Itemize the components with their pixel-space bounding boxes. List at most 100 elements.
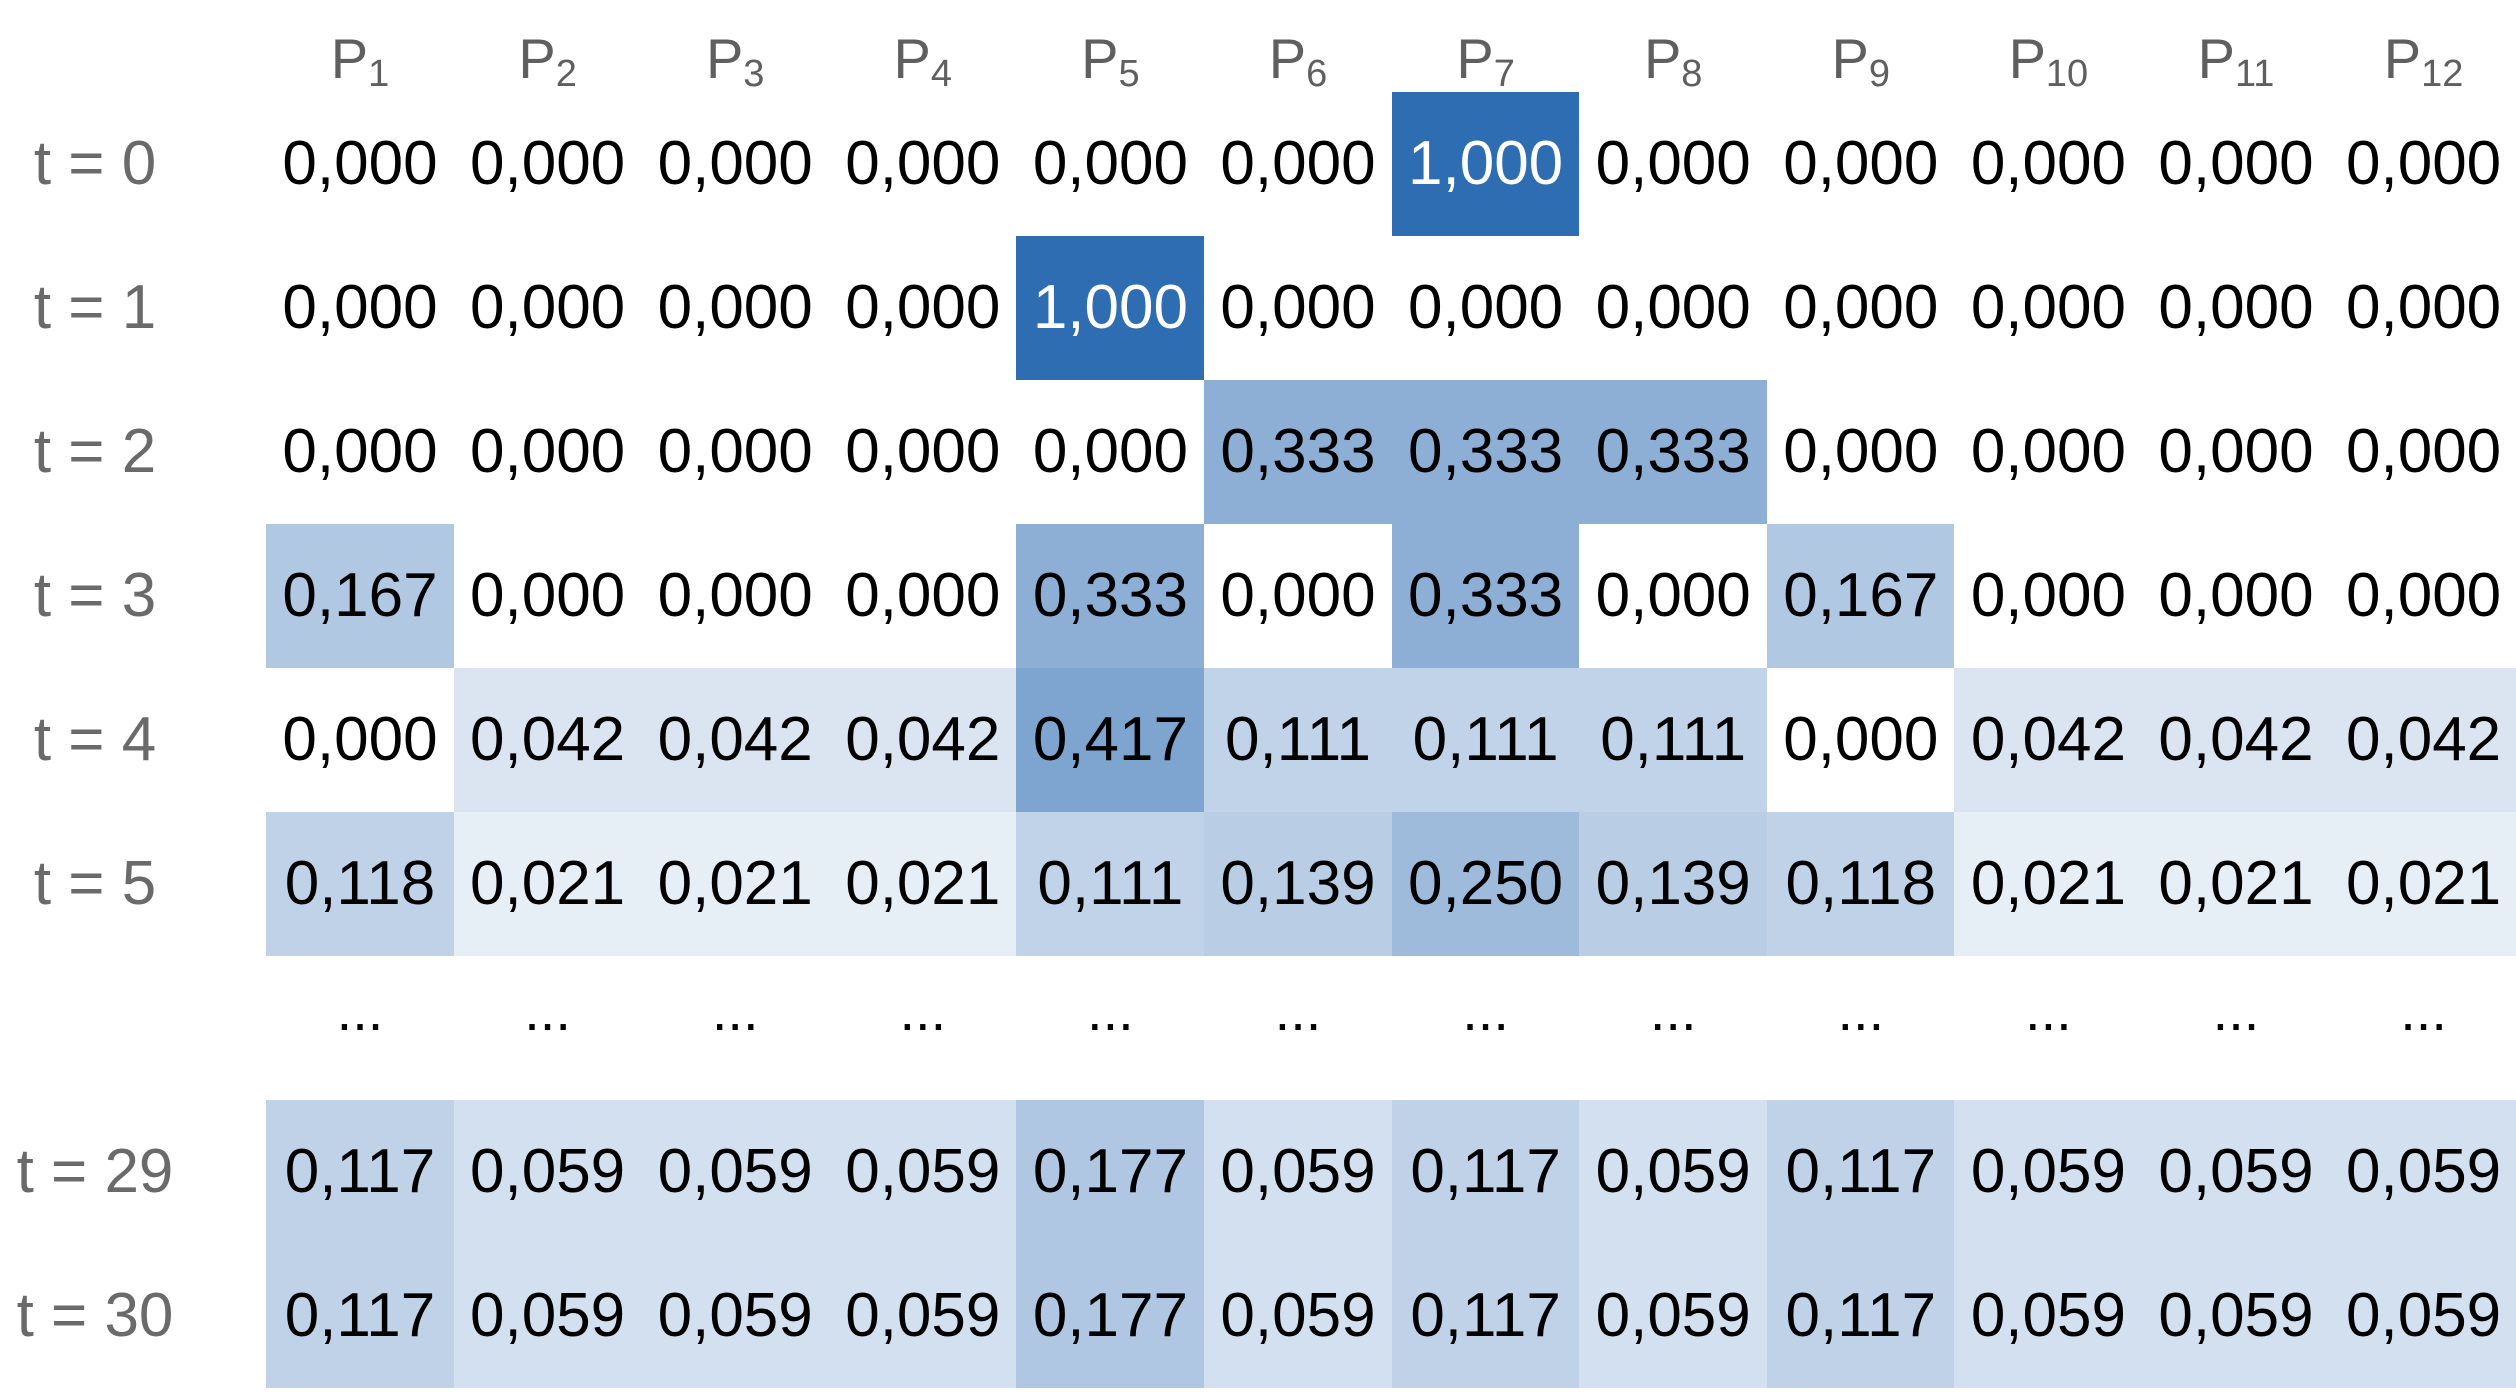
- column-header-p7: P7: [1456, 27, 1515, 95]
- heatmap-cell: 0,021: [2329, 812, 2516, 956]
- heatmap-cell: 0,000: [828, 380, 1017, 524]
- heatmap-cell: 0,059: [828, 1100, 1017, 1244]
- heatmap-cell: 0,059: [641, 1244, 830, 1388]
- heatmap-cell: 0,111: [1204, 668, 1392, 812]
- heatmap-cell: 0,000: [453, 236, 642, 380]
- heatmap-cell: 0,177: [1016, 1100, 1205, 1244]
- heatmap-cell: 0,117: [266, 1244, 454, 1388]
- column-header-p2: P2: [518, 27, 577, 95]
- column-header-p4: P4: [893, 27, 953, 95]
- heatmap-cell: 0,333: [1204, 380, 1392, 524]
- ellipsis-mark: ...: [1087, 979, 1134, 1042]
- heatmap-cell: 0,333: [1391, 524, 1580, 668]
- heatmap-cell: 0,000: [1016, 380, 1205, 524]
- heatmap-cell: 0,000: [1954, 236, 2143, 380]
- column-header-p8: P8: [1643, 27, 1703, 95]
- heatmap-cell: 0,021: [641, 812, 830, 956]
- heatmap-cell: 0,000: [266, 236, 454, 380]
- ellipsis-mark: ...: [1837, 979, 1885, 1042]
- column-header-p10: P10: [2008, 27, 2089, 95]
- heatmap-cell: 0,000: [1391, 236, 1580, 380]
- heatmap-cell: 0,042: [828, 668, 1017, 812]
- heatmap-cell: 0,059: [453, 1100, 642, 1244]
- row-label: t = 4: [33, 705, 157, 774]
- heatmap-cell: 1,000: [1016, 236, 1205, 380]
- heatmap-cell: 0,000: [641, 92, 830, 236]
- heatmap-cell: 0,000: [1954, 92, 2143, 236]
- heatmap-cell: 0,042: [2329, 668, 2516, 812]
- heatmap-cell: 0,333: [1016, 524, 1205, 668]
- heatmap-cell: 0,059: [828, 1244, 1017, 1388]
- heatmap-cell: 0,000: [2142, 524, 2330, 668]
- heatmap-cell: 0,000: [828, 92, 1017, 236]
- heatmap-cell: 0,111: [1579, 668, 1768, 812]
- column-header-p5: P5: [1081, 27, 1140, 95]
- heatmap-cell: 0,000: [266, 92, 454, 236]
- heatmap-cell: 0,000: [2329, 380, 2516, 524]
- heatmap-cell: 0,059: [453, 1244, 642, 1388]
- heatmap-cell: 0,000: [2142, 380, 2330, 524]
- heatmap-cell: 0,059: [2142, 1100, 2330, 1244]
- heatmap-cell: 0,000: [1766, 92, 1955, 236]
- ellipsis-mark: ...: [1649, 979, 1697, 1042]
- row-label: t = 2: [33, 417, 157, 486]
- ellipsis-mark: ...: [1462, 979, 1509, 1042]
- ellipsis-mark: ...: [524, 979, 571, 1042]
- ellipsis-mark: ...: [336, 979, 384, 1042]
- heatmap-cell: 0,139: [1579, 812, 1768, 956]
- heatmap-cell: 0,000: [453, 524, 642, 668]
- row-label: t = 0: [33, 129, 157, 198]
- ellipsis-mark: ...: [2400, 979, 2447, 1042]
- heatmap-cell: 0,111: [1016, 812, 1205, 956]
- heatmap-cell: 0,000: [266, 668, 454, 812]
- ellipsis-mark: ...: [899, 979, 947, 1042]
- heatmap-cell: 0,021: [828, 812, 1017, 956]
- heatmap-cell: 0,042: [1954, 668, 2143, 812]
- heatmap-cell: 0,000: [1204, 524, 1392, 668]
- heatmap-cell: 0,059: [1954, 1244, 2143, 1388]
- heatmap-cell: 0,000: [2142, 92, 2330, 236]
- row-label: t = 5: [33, 849, 157, 918]
- heatmap-cell: 0,000: [1016, 92, 1205, 236]
- column-header-p3: P3: [705, 27, 765, 95]
- heatmap-cell: 0,000: [2329, 524, 2516, 668]
- heatmap-cell: 0,021: [453, 812, 642, 956]
- ellipsis-mark: ...: [711, 979, 759, 1042]
- row-label: t = 29: [16, 1137, 174, 1206]
- heatmap-cell: 0,000: [1579, 524, 1768, 668]
- heatmap-cell: 0,000: [453, 380, 642, 524]
- heatmap-cell: 0,000: [2329, 236, 2516, 380]
- ellipsis-mark: ...: [2025, 979, 2072, 1042]
- heatmap-cell: 0,059: [1954, 1100, 2143, 1244]
- heatmap-cell: 0,118: [266, 812, 454, 956]
- heatmap-cell: 0,059: [1579, 1244, 1768, 1388]
- heatmap-cell: 0,059: [641, 1100, 830, 1244]
- heatmap-cell: 0,117: [1766, 1100, 1955, 1244]
- heatmap-cell: 0,000: [1579, 236, 1768, 380]
- heatmap-cell: 0,000: [641, 380, 830, 524]
- heatmap-cell: 0,000: [1766, 236, 1955, 380]
- heatmap-cell: 0,059: [2142, 1244, 2330, 1388]
- heatmap-cell: 1,000: [1391, 92, 1580, 236]
- heatmap-cell: 0,117: [1766, 1244, 1955, 1388]
- heatmap-cell: 0,000: [1766, 668, 1955, 812]
- column-header-p12: P12: [2383, 27, 2464, 95]
- heatmap-cell: 0,117: [1391, 1100, 1580, 1244]
- heatmap-cell: 0,000: [2329, 92, 2516, 236]
- heatmap-cell: 0,042: [2142, 668, 2330, 812]
- row-label: t = 1: [33, 273, 157, 342]
- heatmap-cell: 0,000: [641, 524, 830, 668]
- heatmap-cell: 0,000: [266, 380, 454, 524]
- heatmap-cell: 0,139: [1204, 812, 1392, 956]
- heatmap-cell: 0,000: [1579, 92, 1768, 236]
- heatmap-cell: 0,000: [828, 524, 1017, 668]
- heatmap-cell: 0,000: [1954, 380, 2143, 524]
- heatmap-cell: 0,021: [1954, 812, 2143, 956]
- heatmap-cell: 0,059: [2329, 1100, 2516, 1244]
- heatmap-cell: 0,250: [1391, 812, 1580, 956]
- heatmap-cell: 0,000: [1204, 236, 1392, 380]
- heatmap-cell: 0,000: [1766, 380, 1955, 524]
- heatmap-cell: 0,118: [1766, 812, 1955, 956]
- heatmap-cell: 0,417: [1016, 668, 1205, 812]
